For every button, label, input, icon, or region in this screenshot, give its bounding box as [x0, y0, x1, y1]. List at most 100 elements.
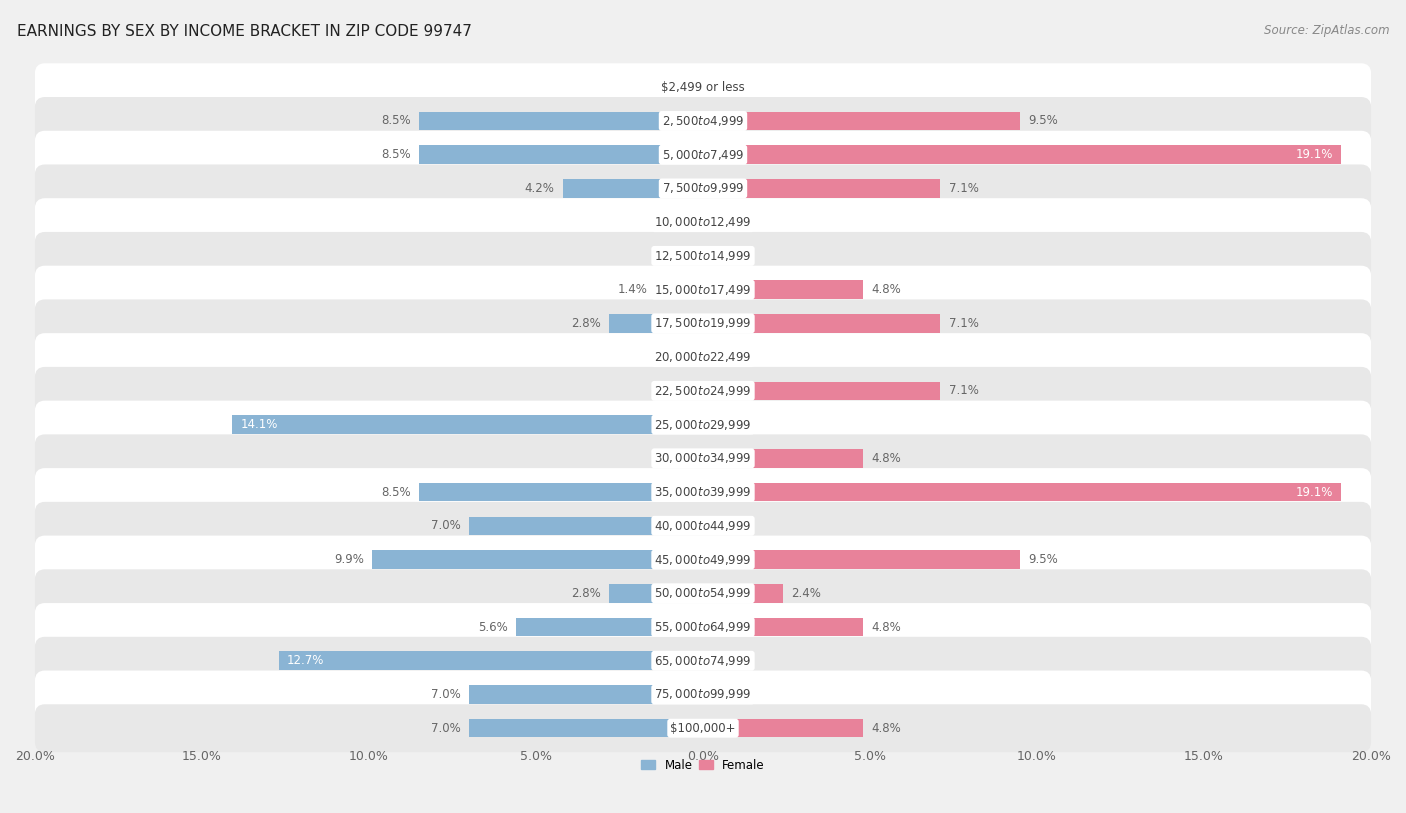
Bar	[703, 111, 1021, 130]
FancyBboxPatch shape	[35, 603, 1371, 651]
Text: 4.8%: 4.8%	[872, 283, 901, 296]
FancyBboxPatch shape	[35, 704, 1371, 752]
Text: 0.0%: 0.0%	[659, 385, 689, 398]
Bar	[609, 584, 703, 602]
Bar	[703, 618, 863, 637]
Bar	[703, 719, 863, 737]
Text: 0.0%: 0.0%	[659, 250, 689, 263]
Text: 4.8%: 4.8%	[872, 620, 901, 633]
Text: 0.0%: 0.0%	[659, 80, 689, 93]
Text: 0.0%: 0.0%	[717, 350, 747, 363]
FancyBboxPatch shape	[35, 63, 1371, 111]
FancyBboxPatch shape	[35, 671, 1371, 719]
Text: $50,000 to $54,999: $50,000 to $54,999	[654, 586, 752, 600]
Text: 12.7%: 12.7%	[287, 654, 325, 667]
Text: $12,500 to $14,999: $12,500 to $14,999	[654, 249, 752, 263]
Text: 7.0%: 7.0%	[432, 688, 461, 701]
Text: 0.0%: 0.0%	[659, 452, 689, 465]
Bar	[703, 280, 863, 299]
Text: 19.1%: 19.1%	[1295, 148, 1333, 161]
Text: Source: ZipAtlas.com: Source: ZipAtlas.com	[1264, 24, 1389, 37]
Text: 7.1%: 7.1%	[949, 182, 979, 195]
Text: 7.0%: 7.0%	[432, 520, 461, 533]
FancyBboxPatch shape	[35, 164, 1371, 212]
FancyBboxPatch shape	[35, 232, 1371, 280]
Bar	[419, 483, 703, 502]
Bar	[373, 550, 703, 569]
Text: 0.0%: 0.0%	[717, 250, 747, 263]
Text: 9.9%: 9.9%	[335, 553, 364, 566]
Text: 4.8%: 4.8%	[872, 452, 901, 465]
FancyBboxPatch shape	[35, 434, 1371, 482]
Bar	[703, 584, 783, 602]
Text: 0.0%: 0.0%	[717, 215, 747, 228]
FancyBboxPatch shape	[35, 468, 1371, 516]
Bar	[703, 483, 1341, 502]
FancyBboxPatch shape	[35, 198, 1371, 246]
FancyBboxPatch shape	[35, 97, 1371, 145]
Text: 9.5%: 9.5%	[1029, 115, 1059, 128]
Text: 14.1%: 14.1%	[240, 418, 278, 431]
Text: 2.8%: 2.8%	[571, 317, 602, 330]
Text: 0.0%: 0.0%	[717, 688, 747, 701]
Text: 1.4%: 1.4%	[619, 283, 648, 296]
Text: $40,000 to $44,999: $40,000 to $44,999	[654, 519, 752, 533]
Text: 0.0%: 0.0%	[717, 80, 747, 93]
Text: 8.5%: 8.5%	[381, 148, 411, 161]
Text: $22,500 to $24,999: $22,500 to $24,999	[654, 384, 752, 398]
Text: 4.8%: 4.8%	[872, 722, 901, 735]
Bar	[703, 449, 863, 467]
FancyBboxPatch shape	[35, 333, 1371, 381]
Text: 0.0%: 0.0%	[659, 350, 689, 363]
FancyBboxPatch shape	[35, 502, 1371, 550]
Bar	[562, 179, 703, 198]
Bar	[470, 685, 703, 704]
FancyBboxPatch shape	[35, 299, 1371, 347]
Text: $100,000+: $100,000+	[671, 722, 735, 735]
Text: 0.0%: 0.0%	[717, 654, 747, 667]
Text: 0.0%: 0.0%	[659, 215, 689, 228]
Text: 7.1%: 7.1%	[949, 385, 979, 398]
FancyBboxPatch shape	[35, 131, 1371, 179]
FancyBboxPatch shape	[35, 401, 1371, 449]
Bar	[609, 314, 703, 333]
Text: $35,000 to $39,999: $35,000 to $39,999	[654, 485, 752, 499]
Text: 0.0%: 0.0%	[717, 418, 747, 431]
FancyBboxPatch shape	[35, 637, 1371, 685]
Text: 0.0%: 0.0%	[717, 520, 747, 533]
Text: $75,000 to $99,999: $75,000 to $99,999	[654, 688, 752, 702]
Text: 8.5%: 8.5%	[381, 485, 411, 498]
FancyBboxPatch shape	[35, 569, 1371, 617]
Text: 7.0%: 7.0%	[432, 722, 461, 735]
Bar	[657, 280, 703, 299]
Text: 4.2%: 4.2%	[524, 182, 554, 195]
Bar	[419, 111, 703, 130]
Text: $15,000 to $17,499: $15,000 to $17,499	[654, 283, 752, 297]
Legend: Male, Female: Male, Female	[637, 754, 769, 776]
FancyBboxPatch shape	[35, 266, 1371, 314]
Text: 2.8%: 2.8%	[571, 587, 602, 600]
Bar	[470, 719, 703, 737]
Bar	[703, 314, 941, 333]
Text: $2,500 to $4,999: $2,500 to $4,999	[662, 114, 744, 128]
Text: $25,000 to $29,999: $25,000 to $29,999	[654, 418, 752, 432]
Text: $45,000 to $49,999: $45,000 to $49,999	[654, 553, 752, 567]
Text: 8.5%: 8.5%	[381, 115, 411, 128]
Text: 5.6%: 5.6%	[478, 620, 508, 633]
Text: $17,500 to $19,999: $17,500 to $19,999	[654, 316, 752, 330]
Text: 9.5%: 9.5%	[1029, 553, 1059, 566]
Text: 2.4%: 2.4%	[792, 587, 821, 600]
Text: $2,499 or less: $2,499 or less	[661, 80, 745, 93]
Text: $20,000 to $22,499: $20,000 to $22,499	[654, 350, 752, 364]
Bar	[703, 146, 1341, 164]
Text: 19.1%: 19.1%	[1295, 485, 1333, 498]
Text: $55,000 to $64,999: $55,000 to $64,999	[654, 620, 752, 634]
Text: $5,000 to $7,499: $5,000 to $7,499	[662, 148, 744, 162]
Bar	[703, 550, 1021, 569]
Text: EARNINGS BY SEX BY INCOME BRACKET IN ZIP CODE 99747: EARNINGS BY SEX BY INCOME BRACKET IN ZIP…	[17, 24, 472, 39]
Text: 7.1%: 7.1%	[949, 317, 979, 330]
Bar	[703, 179, 941, 198]
Bar	[278, 651, 703, 670]
Text: $7,500 to $9,999: $7,500 to $9,999	[662, 181, 744, 195]
FancyBboxPatch shape	[35, 367, 1371, 415]
